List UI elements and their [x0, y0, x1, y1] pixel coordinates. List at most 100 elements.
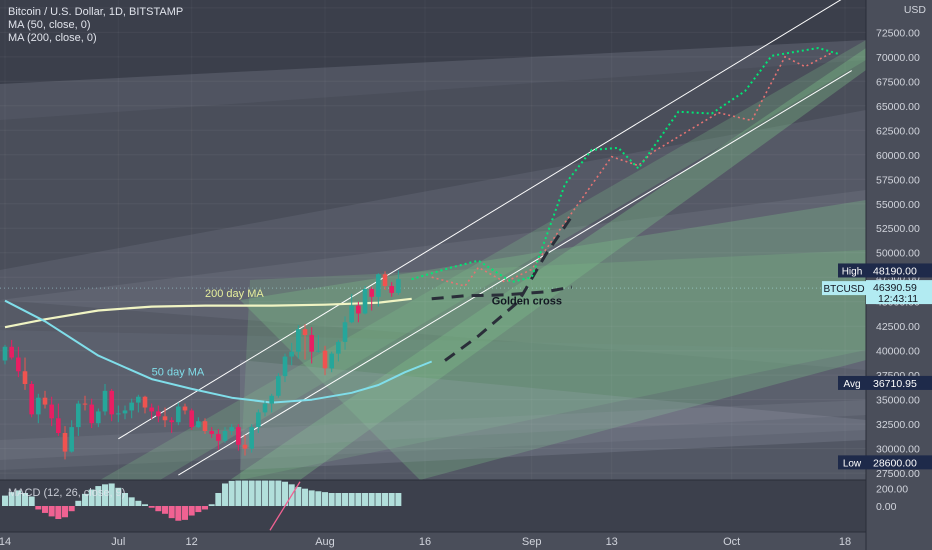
ma50-line	[4, 299, 433, 404]
channel-upper-line	[118, 0, 842, 440]
ma200-projection-line	[431, 285, 572, 301]
candle-body	[336, 341, 341, 354]
macd-bar	[142, 504, 149, 506]
candle-body	[236, 427, 241, 445]
candle-body	[329, 353, 334, 369]
macd-bar	[155, 506, 162, 512]
time-tick-label: 13	[606, 536, 618, 548]
ma50-annotation[interactable]: 50 day MA	[152, 367, 205, 379]
macd-bar	[215, 493, 222, 506]
macd-bar	[342, 493, 349, 506]
fan-band-green	[100, 40, 866, 480]
avg-tag[interactable]: Avg 36710.95	[838, 375, 932, 390]
candle-body	[142, 396, 148, 408]
last-price-box	[866, 280, 932, 305]
fan-band	[0, 400, 866, 460]
macd-tick-label: 0.00	[876, 501, 897, 513]
macd-bar	[375, 493, 382, 506]
candle-body	[256, 412, 261, 428]
macd-bar	[162, 506, 169, 514]
macd-bar	[148, 506, 155, 508]
macd-bar	[222, 483, 229, 506]
candle-body	[69, 427, 74, 452]
candle-body	[369, 288, 374, 297]
macd-bar	[102, 484, 109, 506]
macd-bar	[115, 487, 122, 506]
macd-bar	[302, 488, 309, 506]
ma200-legend-label[interactable]: MA (200, close, 0)	[8, 32, 97, 44]
candle-body	[109, 390, 114, 415]
macd-bar	[75, 500, 82, 506]
candle-body	[156, 411, 161, 417]
price-tick-label: 65000.00	[876, 101, 920, 113]
grid	[0, 0, 866, 480]
macd-bar	[335, 493, 342, 506]
candle-body	[222, 431, 228, 441]
macd-bar	[62, 506, 69, 518]
macd-bar	[275, 480, 282, 506]
ma200-annotation[interactable]: 200 day MA	[205, 288, 264, 300]
candle-body	[129, 402, 134, 411]
candle-body	[209, 431, 214, 434]
macd-bar	[208, 504, 215, 506]
fan-drawings	[0, 0, 866, 480]
time-tick-label: 12	[186, 536, 198, 548]
candle-body	[342, 322, 348, 342]
price-tick-label: 60000.00	[876, 150, 920, 162]
macd-bar	[48, 506, 55, 517]
macd-bar	[295, 486, 302, 506]
candle-body	[282, 356, 288, 377]
low-tag[interactable]: Low 28600.00	[838, 455, 932, 470]
time-tick-label: 18	[839, 536, 851, 548]
macd-bar	[368, 493, 375, 506]
candle-body	[122, 410, 128, 414]
candle-body	[136, 396, 141, 403]
symbol-label: BTCUSD	[823, 284, 864, 295]
high-tag-value: 48190.00	[873, 265, 917, 277]
candles	[2, 270, 401, 460]
projection-red-path	[431, 52, 833, 287]
countdown-value: 12:43:11	[878, 293, 918, 305]
price-tick-label: 67500.00	[876, 76, 920, 88]
candle-body	[382, 274, 388, 287]
price-tick-label: 62500.00	[876, 125, 920, 137]
macd-bar	[68, 506, 75, 512]
candle-body	[269, 395, 274, 404]
price-tick-label: 52500.00	[876, 223, 920, 235]
currency-label: USD	[904, 4, 927, 16]
candle-body	[22, 371, 28, 384]
macd-bar	[122, 493, 129, 506]
macd-bar	[188, 506, 195, 516]
time-tick-label: 14	[0, 536, 11, 548]
fan-band-green	[240, 250, 866, 480]
golden-cross-annotation[interactable]: Golden cross	[492, 296, 562, 308]
macd-bar	[135, 500, 142, 506]
avg-tag-name-box	[838, 375, 866, 390]
macd-bar	[35, 506, 42, 510]
candle-body	[116, 413, 121, 415]
symbol-title[interactable]: Bitcoin / U.S. Dollar, 1D, BITSTAMP	[8, 6, 184, 18]
chart-legend: Bitcoin / U.S. Dollar, 1D, BITSTAMP MA (…	[8, 6, 183, 45]
high-tag[interactable]: High 48190.00	[838, 263, 932, 278]
candle-body	[396, 279, 401, 293]
candle-body	[102, 390, 108, 412]
time-axis-background	[0, 532, 932, 550]
avg-tag-label: Avg	[843, 379, 860, 390]
high-tag-label: High	[842, 266, 863, 277]
fan-band	[0, 40, 866, 120]
ma50-legend-label[interactable]: MA (50, close, 0)	[8, 19, 91, 31]
candle-body	[182, 406, 188, 411]
symbol-box	[822, 281, 866, 296]
time-tick-label: Jul	[111, 536, 125, 548]
candle-body	[2, 346, 8, 361]
macd-bar	[268, 480, 275, 506]
candle-body	[242, 444, 248, 449]
candle-body	[162, 416, 168, 421]
macd-tick-label: 200.00	[876, 484, 908, 496]
candle-body	[42, 397, 48, 405]
macd-legend-label[interactable]: MACD (12, 26, close, 9)	[8, 487, 126, 499]
